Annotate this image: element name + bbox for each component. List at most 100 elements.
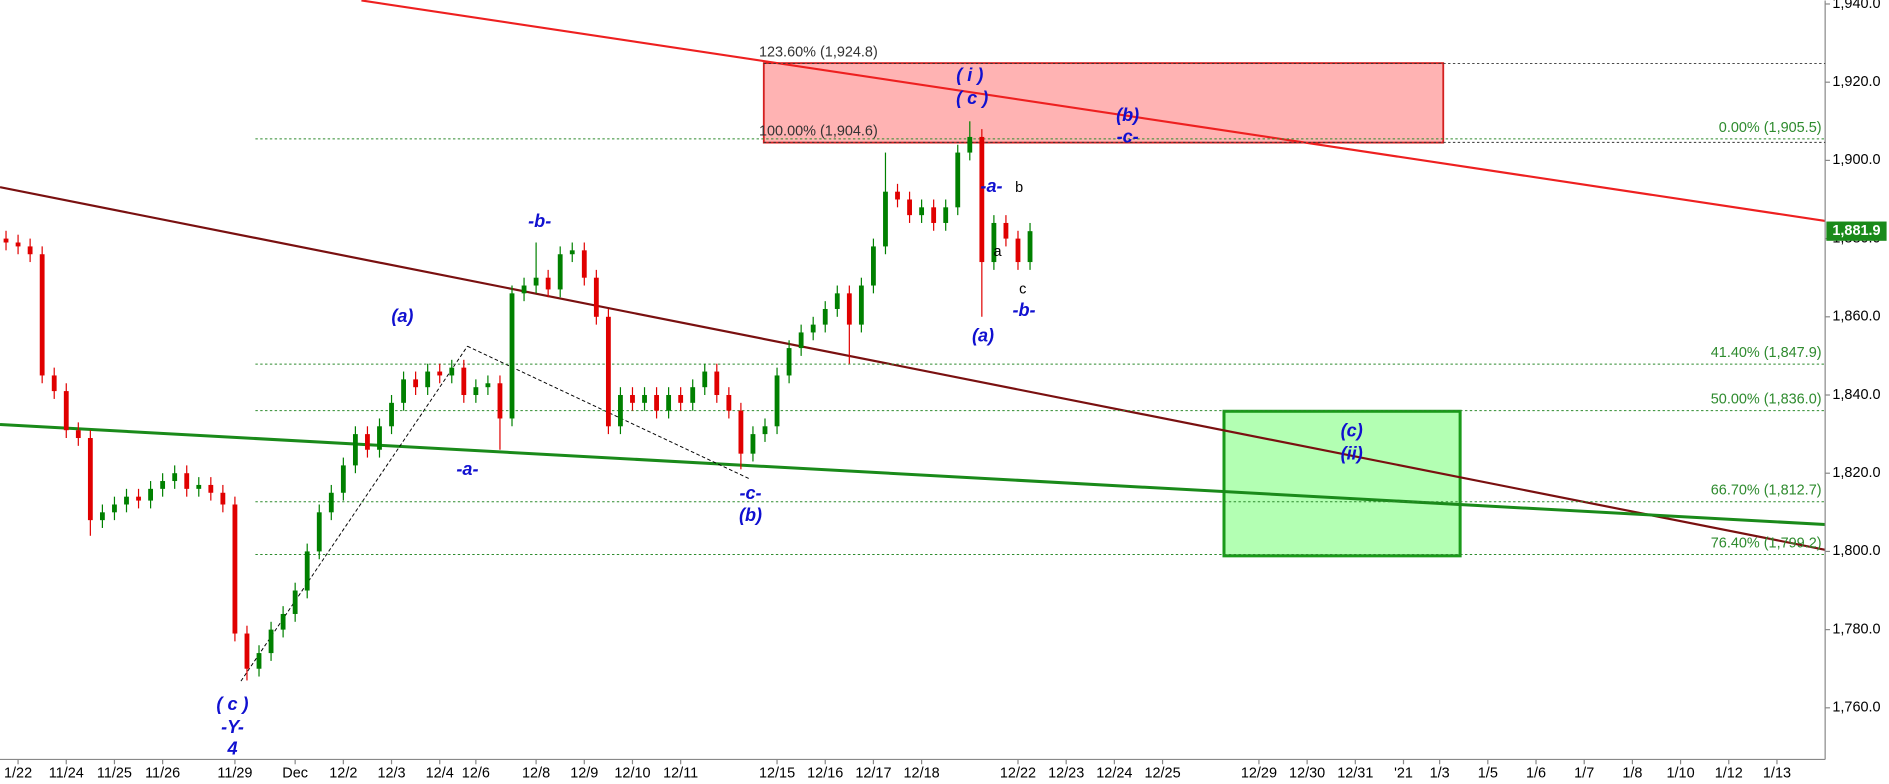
target-zone-red <box>762 62 1445 144</box>
y-tick-label: 1,920.0 <box>1832 74 1880 90</box>
candle-body <box>437 371 443 376</box>
x-tick-label: 12/18 <box>904 766 940 782</box>
wave-label: -Y- <box>221 717 244 737</box>
fib-extension-label: 100.00% (1,904.6) <box>759 123 878 139</box>
wave-label: -a- <box>980 176 1002 196</box>
candle-body <box>1003 222 1009 239</box>
wave-label: (ii) <box>1341 443 1363 463</box>
candle-body <box>943 207 949 223</box>
x-tick-label: '21 <box>1394 766 1413 782</box>
candle-body <box>762 426 768 435</box>
y-tick-label: 1,820.0 <box>1832 465 1880 481</box>
x-tick-label: 12/11 <box>663 766 698 782</box>
wave-label: c <box>1019 281 1026 297</box>
candle-body <box>112 504 117 513</box>
wave-label: (c) <box>1341 421 1363 441</box>
x-tick-label: 12/15 <box>759 766 795 782</box>
candle-body <box>51 375 57 392</box>
x-tick-label: 12/30 <box>1289 766 1325 782</box>
x-tick-label: 1/8 <box>1622 766 1642 782</box>
candle-body <box>895 191 900 200</box>
candle-body <box>449 367 455 376</box>
candle-body <box>136 496 141 501</box>
candle-body <box>605 316 611 427</box>
wave-label: 4 <box>226 739 237 759</box>
x-tick-label: 1/12 <box>1715 766 1743 782</box>
candle-body <box>738 410 744 454</box>
candle-body <box>377 426 382 450</box>
candle-body <box>569 250 575 255</box>
candle-body <box>750 434 756 454</box>
candle-body <box>786 348 792 376</box>
wave-label: ( i ) <box>956 65 983 85</box>
candle-body <box>124 496 129 505</box>
fib-label: 41.40% (1,847.9) <box>1711 345 1822 361</box>
candle-body <box>413 379 419 388</box>
candle-body <box>678 395 684 403</box>
x-tick-label: 12/16 <box>807 766 843 782</box>
candle-body <box>160 481 166 489</box>
wave-label: -b- <box>1012 300 1035 320</box>
candle-body <box>1027 231 1033 263</box>
x-tick-label: 1/22 <box>4 766 32 782</box>
candle-body <box>63 391 69 431</box>
candle-body <box>521 285 527 294</box>
candle-body <box>352 434 358 466</box>
wave-label: -c- <box>740 483 762 503</box>
x-tick-label: 1/5 <box>1478 766 1498 782</box>
wave-label: (a) <box>972 325 994 345</box>
candle-body <box>208 484 214 493</box>
candle-body <box>15 242 21 247</box>
x-tick-label: 12/3 <box>377 766 405 782</box>
candle-body <box>919 207 925 216</box>
fib-label: 66.70% (1,812.7) <box>1711 483 1822 499</box>
candles <box>3 121 1033 681</box>
x-tick-label: 12/24 <box>1096 766 1132 782</box>
x-tick-label: 12/10 <box>614 766 650 782</box>
x-tick-label: 12/22 <box>1000 766 1036 782</box>
candle-body <box>461 367 467 396</box>
candle-body <box>690 387 696 403</box>
candle-body <box>425 371 431 388</box>
candle-body <box>871 246 876 286</box>
fib-label: 76.40% (1,799.2) <box>1711 536 1822 552</box>
y-tick-label: 1,800.0 <box>1832 543 1880 559</box>
x-tick-label: 1/3 <box>1430 766 1450 782</box>
wave-label: (a) <box>391 306 413 326</box>
x-tick-label: 12/9 <box>570 766 598 782</box>
candle-body <box>642 395 647 403</box>
wave-connector <box>467 345 750 480</box>
candle-body <box>292 590 298 614</box>
wave-label: a <box>993 244 1002 260</box>
candle-body <box>774 375 780 427</box>
candle-body <box>834 293 840 309</box>
candle-body <box>220 492 226 505</box>
wave-label: (b) <box>1116 105 1139 125</box>
x-tick-label: 12/31 <box>1337 766 1373 782</box>
candle-body <box>593 277 599 317</box>
wave-label: ( c ) <box>956 88 988 108</box>
wave-connector <box>240 345 468 682</box>
candle-body <box>75 430 81 439</box>
wave-label: (b) <box>739 505 762 525</box>
candle-body <box>581 250 587 278</box>
candle-body <box>256 653 262 669</box>
candle-body <box>244 633 250 669</box>
x-tick-label: 12/17 <box>855 766 891 782</box>
y-tick-label: 1,840.0 <box>1832 387 1880 403</box>
candle-body <box>401 379 406 403</box>
candle-body <box>365 434 370 450</box>
wave-label: -c- <box>1117 127 1139 147</box>
x-tick-label: 12/25 <box>1144 766 1180 782</box>
candle-body <box>87 438 93 521</box>
axes: 1,760.0 1,780.0 1,800.0 1,820.0 1,840.0 1,860… <box>4 0 1887 782</box>
y-tick-label: 1,860.0 <box>1832 309 1880 325</box>
candle-body <box>473 387 479 396</box>
x-tick-label: Dec <box>282 766 308 782</box>
candle-body <box>726 395 732 411</box>
candle-body <box>340 465 346 493</box>
x-tick-label: 1/13 <box>1763 766 1791 782</box>
last-price-label: 1,881.9 <box>1832 223 1880 239</box>
